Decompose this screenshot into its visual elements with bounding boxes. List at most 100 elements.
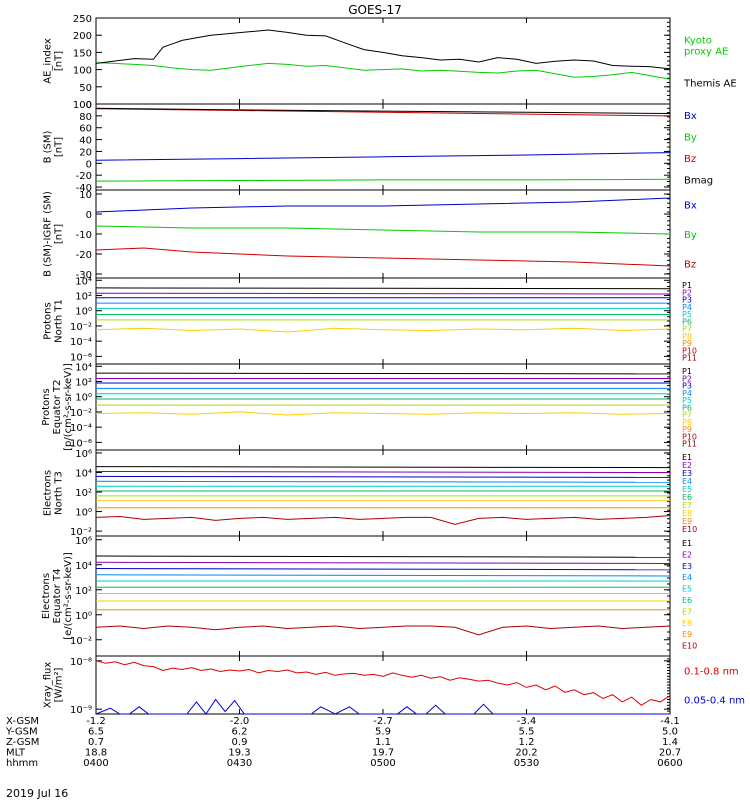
- legend-label: P10: [682, 346, 697, 355]
- legend-label: P6: [682, 403, 692, 412]
- y-tick-label: 10⁴: [75, 362, 92, 373]
- legend-label: P8: [682, 418, 692, 427]
- legend-label: P11: [682, 354, 697, 363]
- y-axis-label: [p/(cm²-s-sr-keV)]: [63, 363, 74, 451]
- legend-label: proxy AE: [684, 47, 728, 58]
- series-line-p1: [95, 372, 671, 375]
- y-tick-label: 100: [73, 66, 92, 77]
- series-line-p8: [95, 411, 671, 416]
- legend-label: 0.1-0.8 nm: [684, 667, 739, 678]
- series-line-bx: [95, 152, 671, 161]
- y-axis-label: Equator T2: [52, 380, 63, 435]
- ephemeris-row-label: Y-GSM: [5, 727, 38, 738]
- y-axis-label: Protons: [43, 302, 54, 339]
- y-axis-label: [nT]: [54, 137, 65, 157]
- ephemeris-value: 1.4: [662, 737, 678, 748]
- legend-label: E7: [682, 607, 692, 616]
- legend-label: P5: [682, 310, 692, 319]
- series-line-e4: [95, 480, 671, 483]
- ephemeris-value: 5.0: [662, 727, 678, 738]
- legend-label: P9: [682, 339, 692, 348]
- series-line-e2: [95, 561, 671, 564]
- legend-label: P3: [682, 296, 692, 305]
- series-line-by: [95, 225, 671, 235]
- ephemeris-row-label: hhmm: [6, 758, 38, 769]
- series-line-bz: [95, 108, 671, 117]
- legend-label: E6: [682, 493, 692, 502]
- series-line-themis-ae: [95, 29, 671, 70]
- legend-label: E10: [682, 525, 697, 534]
- ephemeris-value: 20.2: [515, 748, 537, 759]
- series-line-kyoto-proxy-ae: [95, 62, 671, 80]
- legend-label: Bz: [684, 154, 696, 165]
- legend-label: E7: [682, 501, 692, 510]
- ephemeris-row-label: Z-GSM: [6, 737, 39, 748]
- legend-label: P2: [682, 288, 692, 297]
- y-tick-label: 10⁻⁴: [70, 337, 92, 348]
- legend-label: E1: [682, 453, 692, 462]
- legend-label: E3: [682, 469, 692, 478]
- y-axis-label: [W/m²]: [54, 667, 65, 702]
- ephemeris-value: -4.1: [660, 716, 680, 727]
- ephemeris-value: 6.5: [88, 727, 104, 738]
- y-axis-label: North T3: [54, 471, 65, 515]
- legend-label: E8: [682, 619, 692, 628]
- y-axis-label: [nT]: [54, 51, 65, 71]
- legend-label: By: [684, 230, 697, 241]
- ephemeris-value: 20.7: [659, 748, 681, 759]
- legend-label: E2: [682, 461, 692, 470]
- y-axis-label: Xray_flux: [43, 662, 54, 709]
- series-line-e10: [95, 515, 671, 525]
- legend-label: Bx: [684, 111, 697, 122]
- y-tick-label: 20: [79, 147, 92, 158]
- ephemeris-value: 18.8: [85, 748, 107, 759]
- y-tick-label: 10⁻²: [70, 322, 92, 333]
- panel-frame-2: [95, 189, 671, 279]
- series-line-p1: [95, 287, 671, 290]
- series-line-bmag: [95, 107, 671, 114]
- y-tick-label: 10²: [75, 488, 92, 499]
- legend-label: E4: [682, 477, 692, 486]
- ephemeris-value: 1.1: [375, 737, 391, 748]
- series-line-bz: [95, 247, 671, 267]
- y-tick-label: -30: [76, 270, 92, 281]
- legend-label: E6: [682, 596, 692, 605]
- legend-label: P2: [682, 374, 692, 383]
- y-axis-label: Electrons: [43, 470, 54, 516]
- legend-label: E3: [682, 562, 692, 571]
- ephemeris-value: -2.7: [373, 716, 393, 727]
- ephemeris-value: 1.2: [519, 737, 535, 748]
- y-tick-label: 10⁻⁴: [70, 423, 92, 434]
- y-tick-label: 10⁻²: [70, 408, 92, 419]
- y-tick-label: 150: [73, 48, 92, 59]
- y-tick-label: 10⁻²: [70, 636, 92, 647]
- legend-label: P6: [682, 317, 692, 326]
- y-axis-label: B (SM): [43, 130, 54, 163]
- y-tick-label: 10⁴: [75, 561, 92, 572]
- plot-title: GOES-17: [348, 3, 402, 17]
- ephemeris-value: 19.3: [228, 748, 250, 759]
- y-axis-label: [nT]: [54, 224, 65, 244]
- ephemeris-value: 5.5: [519, 727, 535, 738]
- legend-label: E8: [682, 509, 692, 518]
- ephemeris-value: 0.9: [232, 737, 248, 748]
- legend-label: E5: [682, 585, 692, 594]
- y-tick-label: 10⁻⁶: [70, 352, 92, 363]
- y-tick-label: 10⁶: [75, 536, 92, 547]
- ephemeris-row-label: MLT: [6, 748, 26, 759]
- y-tick-label: 60: [79, 124, 92, 135]
- ephemeris-value: 5.9: [375, 727, 391, 738]
- y-tick-label: 10⁴: [75, 276, 92, 287]
- y-axis-label: [e/(cm²-s-sr-keV)]: [63, 552, 74, 640]
- y-tick-label: 10⁰: [75, 393, 92, 404]
- y-tick-label: 200: [73, 31, 92, 42]
- legend-label: P11: [682, 440, 697, 449]
- y-axis-label: AE_index: [43, 38, 54, 84]
- y-tick-label: -40: [76, 183, 92, 194]
- series-line-e10: [95, 625, 671, 636]
- y-tick-label: 80: [79, 112, 92, 123]
- series-line-by: [95, 178, 671, 182]
- legend-label: E9: [682, 517, 692, 526]
- panel-frame-6: [95, 535, 671, 657]
